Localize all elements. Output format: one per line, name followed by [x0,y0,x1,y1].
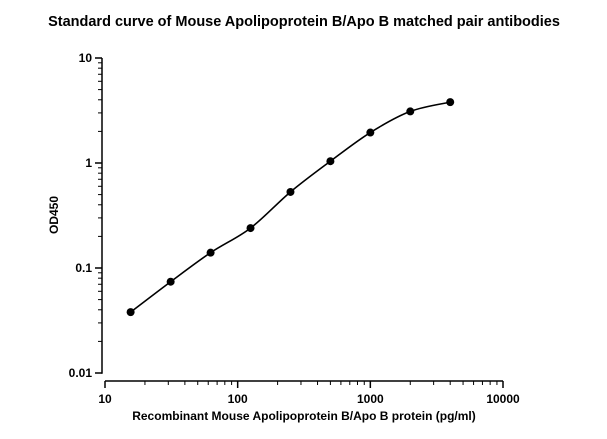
x-tick-label: 1000 [357,392,384,406]
x-tick-label: 10 [98,392,112,406]
data-point [326,157,335,166]
data-point [446,98,455,107]
x-tick-label: 100 [228,392,248,406]
x-axis-label: Recombinant Mouse Apolipoprotein B/Apo B… [132,409,476,423]
y-tick-label: 0.01 [69,366,93,380]
data-point [206,248,215,257]
chart-title: Standard curve of Mouse Apolipoprotein B… [48,14,560,30]
plot-area [126,98,455,317]
x-ticks: 10 100 1000 10000 [98,381,520,406]
y-tick-label: 0.1 [75,261,92,275]
y-axis: 0.01 0.1 1 10 [69,51,103,380]
y-ticks: 0.01 0.1 1 10 [69,51,102,380]
fit-curve [130,101,451,313]
data-point [126,308,135,317]
data-point [406,107,415,116]
y-tick-label: 10 [79,51,93,65]
data-point [246,224,255,233]
y-tick-label: 1 [85,156,92,170]
data-points [126,98,455,317]
x-axis: 10 100 1000 10000 [98,380,520,406]
y-axis-label: OD450 [47,196,61,234]
data-point [366,128,375,137]
data-point [166,277,175,286]
data-point [286,187,295,196]
x-tick-label: 10000 [486,392,520,406]
